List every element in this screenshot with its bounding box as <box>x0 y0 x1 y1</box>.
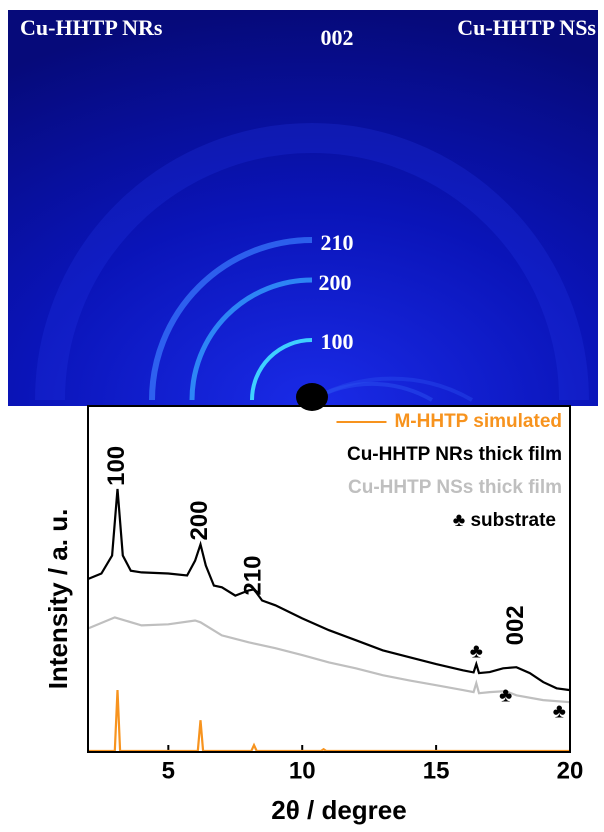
substrate-mark: ♣ <box>470 641 483 663</box>
ring <box>250 338 313 401</box>
peak-label: 002 <box>502 605 529 645</box>
peak-label: 100 <box>103 446 130 486</box>
ring <box>35 123 589 401</box>
legend-label: Cu-HHTP NSs thick film <box>348 477 562 498</box>
giwaxs-image <box>8 10 598 411</box>
image-label: Cu-HHTP NRs <box>20 15 163 40</box>
legend-label: M-HHTP simulated <box>394 411 562 432</box>
plot-frame <box>87 405 571 753</box>
image-label: 002 <box>321 25 354 50</box>
y-axis-label: Intensity / a. u. <box>43 509 73 690</box>
substrate-mark: ♣ <box>499 685 512 707</box>
peak-label: 210 <box>239 556 266 596</box>
x-tick-label: 5 <box>162 757 175 784</box>
x-tick-label: 20 <box>557 757 584 784</box>
ring <box>149 237 313 401</box>
image-label: 210 <box>321 230 354 255</box>
peak-label: 200 <box>186 501 213 541</box>
xrd-chart: 5 10 15 20 100 200 210 002 ♣ ♣ ♣ M-HHTP simulated Cu… <box>43 405 584 825</box>
legend-label: ♣ substrate <box>453 510 556 531</box>
data-line <box>88 690 570 753</box>
image-label: 200 <box>319 270 352 295</box>
image-label: 100 <box>321 329 354 354</box>
x-tick-label: 10 <box>289 757 316 784</box>
data-line <box>87 616 571 704</box>
ring <box>311 376 473 402</box>
image-label: Cu-HHTP NSs <box>457 15 596 40</box>
substrate-mark: ♣ <box>553 700 566 722</box>
ring <box>189 277 313 401</box>
beam-stop <box>296 383 328 411</box>
data-line <box>87 488 571 692</box>
legend-label: Cu-HHTP NRs thick film <box>347 444 562 465</box>
x-axis-label: 2θ / degree <box>271 795 406 825</box>
x-tick-label: 15 <box>423 757 450 784</box>
